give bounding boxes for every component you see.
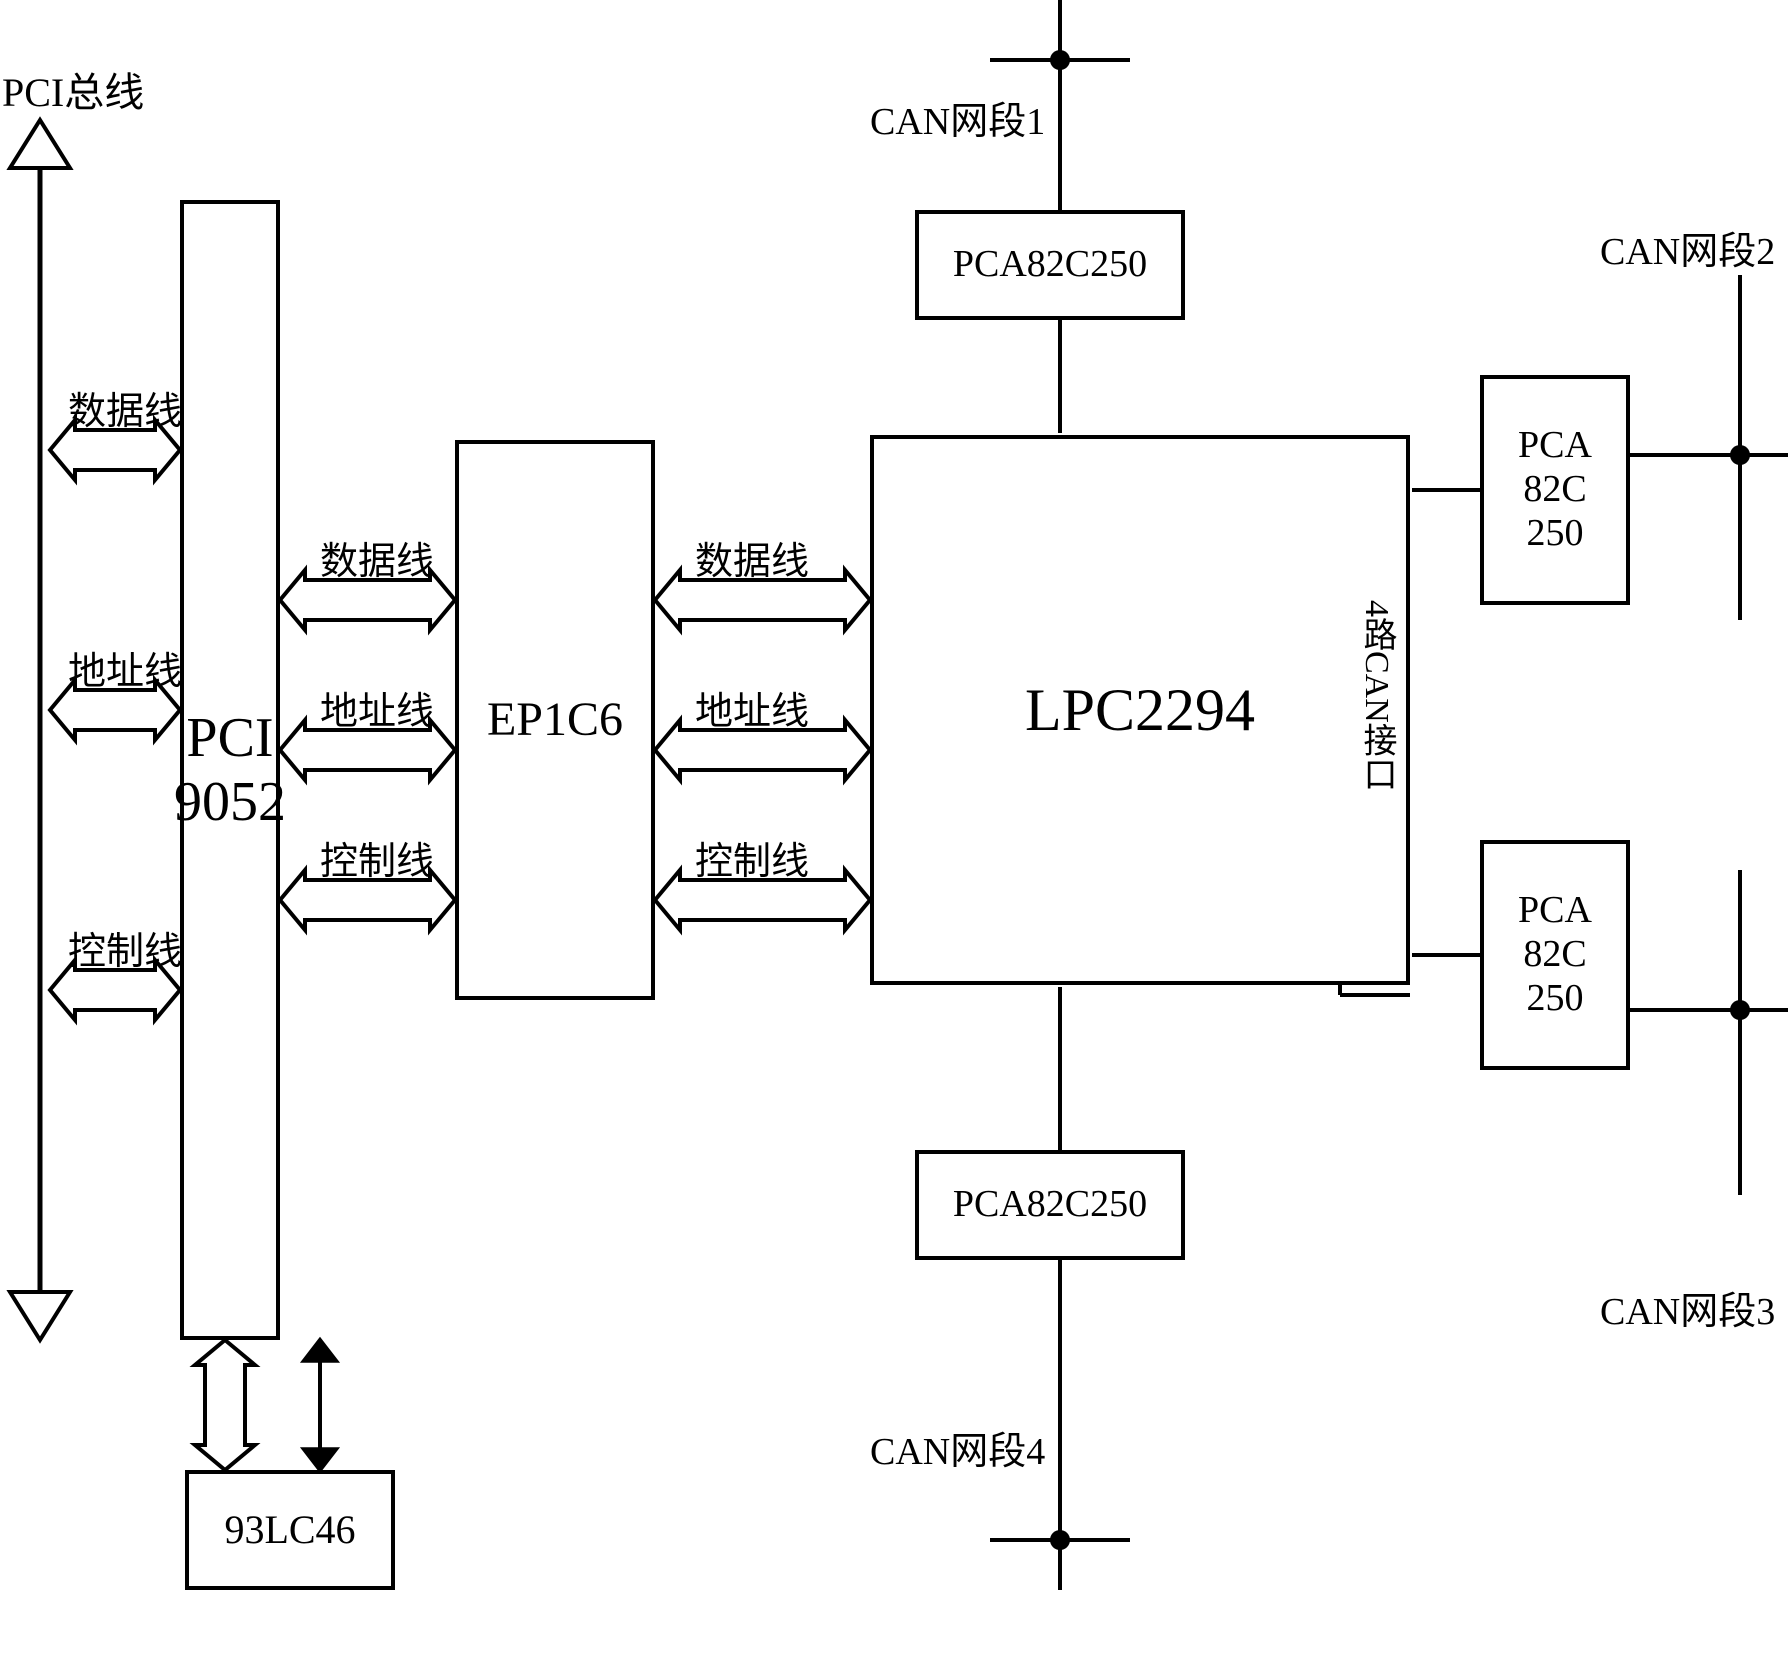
label-text-can_if: 4路CAN接口 xyxy=(1358,600,1395,791)
label-can3: CAN网段3 xyxy=(1600,1280,1775,1335)
label-text-can1: CAN网段1 xyxy=(870,101,1045,143)
label-can1: CAN网段1 xyxy=(870,90,1045,145)
label-text-data1: 数据线 xyxy=(68,391,182,433)
label-text-addr1: 地址线 xyxy=(68,651,182,693)
block-label-pca_bottom: PCA82C250 xyxy=(953,1183,1147,1227)
block-label-ep1c6: EP1C6 xyxy=(487,692,623,747)
block-label-pca_right1: PCA 82C 250 xyxy=(1518,424,1592,555)
label-addr3: 地址线 xyxy=(695,680,809,735)
label-text-data2: 数据线 xyxy=(320,541,434,583)
block-lpc2294: LPC2294 xyxy=(870,435,1410,985)
label-text-can3: CAN网段3 xyxy=(1600,1291,1775,1333)
block-label-pca_top: PCA82C250 xyxy=(953,243,1147,287)
label-ctrl2: 控制线 xyxy=(320,830,434,885)
label-pci_bus: PCI总线 xyxy=(2,60,144,118)
label-data3: 数据线 xyxy=(695,530,809,585)
label-can2: CAN网段2 xyxy=(1600,220,1775,275)
label-text-ctrl3: 控制线 xyxy=(695,841,809,883)
label-ctrl3: 控制线 xyxy=(695,830,809,885)
block-label-pca_right2: PCA 82C 250 xyxy=(1518,889,1592,1020)
label-can4: CAN网段4 xyxy=(870,1420,1045,1475)
label-text-can4: CAN网段4 xyxy=(870,1431,1045,1473)
label-text-pci_bus: PCI总线 xyxy=(2,70,144,115)
label-data1: 数据线 xyxy=(68,380,182,435)
label-addr1: 地址线 xyxy=(68,640,182,695)
block-pci9052: PCI 9052 xyxy=(180,200,280,1340)
label-text-addr3: 地址线 xyxy=(695,691,809,733)
label-ctrl1: 控制线 xyxy=(68,920,182,975)
label-data2: 数据线 xyxy=(320,530,434,585)
block-label-pci9052: PCI 9052 xyxy=(174,706,286,835)
block-pca_right2: PCA 82C 250 xyxy=(1480,840,1630,1070)
block-pca_top: PCA82C250 xyxy=(915,210,1185,320)
label-text-ctrl1: 控制线 xyxy=(68,931,182,973)
label-addr2: 地址线 xyxy=(320,680,434,735)
block-eeprom: 93LC46 xyxy=(185,1470,395,1590)
block-label-lpc2294: LPC2294 xyxy=(1025,676,1255,745)
label-text-ctrl2: 控制线 xyxy=(320,841,434,883)
label-text-addr2: 地址线 xyxy=(320,691,434,733)
block-pca_right1: PCA 82C 250 xyxy=(1480,375,1630,605)
label-text-data3: 数据线 xyxy=(695,541,809,583)
label-text-can2: CAN网段2 xyxy=(1600,231,1775,273)
block-pca_bottom: PCA82C250 xyxy=(915,1150,1185,1260)
block-ep1c6: EP1C6 xyxy=(455,440,655,1000)
label-can_if: 4路CAN接口 xyxy=(1352,600,1401,791)
block-label-eeprom: 93LC46 xyxy=(224,1507,355,1553)
